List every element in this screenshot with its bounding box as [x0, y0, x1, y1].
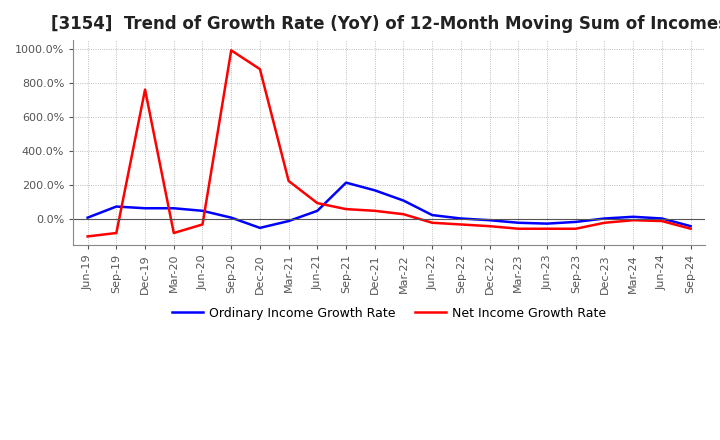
Net Income Growth Rate — [140, 87, 149, 92]
Ordinary Income Growth Rate — [140, 205, 149, 211]
Ordinary Income Growth Rate — [313, 208, 322, 213]
Ordinary Income Growth Rate — [657, 216, 666, 221]
Ordinary Income Growth Rate — [256, 225, 264, 231]
Ordinary Income Growth Rate — [456, 216, 465, 221]
Net Income Growth Rate — [657, 218, 666, 224]
Ordinary Income Growth Rate — [342, 180, 351, 185]
Ordinary Income Growth Rate — [600, 216, 609, 221]
Net Income Growth Rate — [371, 208, 379, 213]
Ordinary Income Growth Rate — [543, 221, 552, 226]
Net Income Growth Rate — [256, 66, 264, 72]
Net Income Growth Rate — [399, 212, 408, 217]
Ordinary Income Growth Rate — [198, 208, 207, 213]
Net Income Growth Rate — [112, 231, 121, 236]
Net Income Growth Rate — [514, 226, 523, 231]
Net Income Growth Rate — [572, 226, 580, 231]
Net Income Growth Rate — [456, 222, 465, 227]
Net Income Growth Rate — [485, 224, 494, 229]
Net Income Growth Rate — [686, 226, 695, 231]
Net Income Growth Rate — [198, 222, 207, 227]
Net Income Growth Rate — [629, 217, 637, 223]
Ordinary Income Growth Rate — [84, 215, 92, 220]
Line: Net Income Growth Rate: Net Income Growth Rate — [88, 50, 690, 236]
Ordinary Income Growth Rate — [399, 198, 408, 203]
Net Income Growth Rate — [169, 231, 178, 236]
Net Income Growth Rate — [543, 226, 552, 231]
Ordinary Income Growth Rate — [485, 217, 494, 223]
Net Income Growth Rate — [84, 234, 92, 239]
Net Income Growth Rate — [428, 220, 436, 225]
Ordinary Income Growth Rate — [227, 215, 235, 220]
Legend: Ordinary Income Growth Rate, Net Income Growth Rate: Ordinary Income Growth Rate, Net Income … — [167, 302, 611, 325]
Ordinary Income Growth Rate — [284, 218, 293, 224]
Ordinary Income Growth Rate — [371, 188, 379, 193]
Net Income Growth Rate — [284, 178, 293, 183]
Line: Ordinary Income Growth Rate: Ordinary Income Growth Rate — [88, 183, 690, 228]
Ordinary Income Growth Rate — [428, 213, 436, 218]
Ordinary Income Growth Rate — [629, 214, 637, 220]
Net Income Growth Rate — [313, 201, 322, 206]
Ordinary Income Growth Rate — [169, 205, 178, 211]
Ordinary Income Growth Rate — [112, 204, 121, 209]
Ordinary Income Growth Rate — [686, 224, 695, 229]
Net Income Growth Rate — [227, 48, 235, 53]
Title: [3154]  Trend of Growth Rate (YoY) of 12-Month Moving Sum of Incomes: [3154] Trend of Growth Rate (YoY) of 12-… — [50, 15, 720, 33]
Ordinary Income Growth Rate — [572, 219, 580, 224]
Net Income Growth Rate — [342, 206, 351, 212]
Net Income Growth Rate — [600, 220, 609, 225]
Ordinary Income Growth Rate — [514, 220, 523, 225]
